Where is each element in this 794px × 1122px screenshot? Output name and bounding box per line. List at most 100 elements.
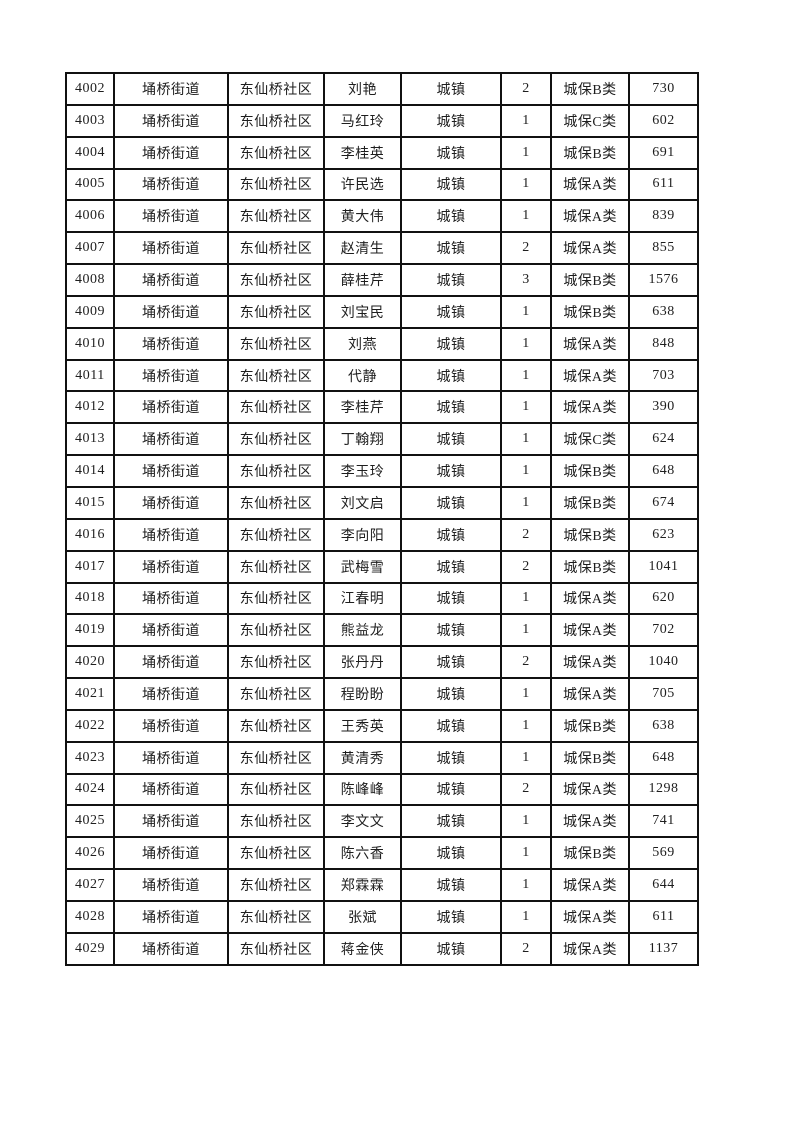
cell-name: 赵清生 <box>323 231 402 266</box>
cell-serial-number: 4020 <box>65 645 115 680</box>
table-row: 4011 埇桥街道 东仙桥社区 代静 城镇 1 城保A类 703 <box>65 358 699 393</box>
cell-household-type: 城镇 <box>400 772 502 807</box>
cell-person-count: 1 <box>500 485 552 520</box>
cell-insurance-category: 城保A类 <box>550 868 630 902</box>
cell-person-count: 2 <box>500 517 552 552</box>
cell-street: 埇桥街道 <box>113 103 229 138</box>
cell-name: 代静 <box>323 358 402 393</box>
cell-name: 张丹丹 <box>323 645 402 680</box>
cell-amount: 648 <box>628 454 699 488</box>
cell-insurance-category: 城保A类 <box>550 677 630 711</box>
cell-amount: 702 <box>628 613 699 648</box>
cell-household-type: 城镇 <box>400 72 502 106</box>
cell-community: 东仙桥社区 <box>227 358 325 393</box>
cell-person-count: 1 <box>500 199 552 234</box>
cell-household-type: 城镇 <box>400 135 502 170</box>
cell-person-count: 1 <box>500 868 552 902</box>
cell-household-type: 城镇 <box>400 199 502 234</box>
table-row: 4022 埇桥街道 东仙桥社区 王秀英 城镇 1 城保B类 638 <box>65 708 699 743</box>
table-row: 4024 埇桥街道 东仙桥社区 陈峰峰 城镇 2 城保A类 1298 <box>65 772 699 807</box>
cell-community: 东仙桥社区 <box>227 390 325 425</box>
cell-community: 东仙桥社区 <box>227 263 325 297</box>
cell-household-type: 城镇 <box>400 517 502 552</box>
cell-amount: 624 <box>628 422 699 457</box>
cell-amount: 620 <box>628 581 699 616</box>
cell-person-count: 1 <box>500 581 552 616</box>
cell-person-count: 2 <box>500 645 552 680</box>
cell-household-type: 城镇 <box>400 263 502 297</box>
cell-community: 东仙桥社区 <box>227 549 325 584</box>
cell-name: 许民选 <box>323 167 402 202</box>
cell-household-type: 城镇 <box>400 868 502 902</box>
table-row: 4008 埇桥街道 东仙桥社区 薛桂芹 城镇 3 城保B类 1576 <box>65 263 699 297</box>
table-row: 4005 埇桥街道 东仙桥社区 许民选 城镇 1 城保A类 611 <box>65 167 699 202</box>
cell-serial-number: 4024 <box>65 772 115 807</box>
cell-amount: 703 <box>628 358 699 393</box>
cell-street: 埇桥街道 <box>113 199 229 234</box>
cell-name: 王秀英 <box>323 708 402 743</box>
cell-amount: 839 <box>628 199 699 234</box>
cell-street: 埇桥街道 <box>113 931 229 966</box>
cell-street: 埇桥街道 <box>113 804 229 839</box>
cell-amount: 1137 <box>628 931 699 966</box>
cell-street: 埇桥街道 <box>113 899 229 934</box>
cell-household-type: 城镇 <box>400 103 502 138</box>
cell-household-type: 城镇 <box>400 836 502 871</box>
table-row: 4003 埇桥街道 东仙桥社区 马红玲 城镇 1 城保C类 602 <box>65 103 699 138</box>
cell-household-type: 城镇 <box>400 358 502 393</box>
cell-name: 张斌 <box>323 899 402 934</box>
cell-name: 李文文 <box>323 804 402 839</box>
cell-community: 东仙桥社区 <box>227 740 325 775</box>
cell-street: 埇桥街道 <box>113 772 229 807</box>
cell-insurance-category: 城保B类 <box>550 72 630 106</box>
cell-community: 东仙桥社区 <box>227 326 325 361</box>
cell-serial-number: 4021 <box>65 677 115 711</box>
cell-street: 埇桥街道 <box>113 358 229 393</box>
cell-serial-number: 4014 <box>65 454 115 488</box>
cell-insurance-category: 城保A类 <box>550 613 630 648</box>
cell-serial-number: 4005 <box>65 167 115 202</box>
cell-name: 丁翰翔 <box>323 422 402 457</box>
cell-name: 黄大伟 <box>323 199 402 234</box>
cell-community: 东仙桥社区 <box>227 804 325 839</box>
cell-insurance-category: 城保B类 <box>550 485 630 520</box>
cell-street: 埇桥街道 <box>113 868 229 902</box>
cell-person-count: 2 <box>500 549 552 584</box>
table-row: 4009 埇桥街道 东仙桥社区 刘宝民 城镇 1 城保B类 638 <box>65 294 699 329</box>
cell-street: 埇桥街道 <box>113 135 229 170</box>
cell-person-count: 1 <box>500 613 552 648</box>
cell-insurance-category: 城保B类 <box>550 549 630 584</box>
cell-street: 埇桥街道 <box>113 263 229 297</box>
table-row: 4019 埇桥街道 东仙桥社区 熊益龙 城镇 1 城保A类 702 <box>65 613 699 648</box>
cell-household-type: 城镇 <box>400 231 502 266</box>
table-row: 4028 埇桥街道 东仙桥社区 张斌 城镇 1 城保A类 611 <box>65 899 699 934</box>
cell-person-count: 2 <box>500 72 552 106</box>
cell-household-type: 城镇 <box>400 167 502 202</box>
cell-serial-number: 4008 <box>65 263 115 297</box>
table-row: 4004 埇桥街道 东仙桥社区 李桂英 城镇 1 城保B类 691 <box>65 135 699 170</box>
cell-person-count: 1 <box>500 899 552 934</box>
cell-street: 埇桥街道 <box>113 677 229 711</box>
cell-amount: 705 <box>628 677 699 711</box>
table-row: 4002 埇桥街道 东仙桥社区 刘艳 城镇 2 城保B类 730 <box>65 72 699 106</box>
cell-name: 刘燕 <box>323 326 402 361</box>
cell-community: 东仙桥社区 <box>227 708 325 743</box>
cell-street: 埇桥街道 <box>113 740 229 775</box>
cell-name: 江春明 <box>323 581 402 616</box>
table-row: 4023 埇桥街道 东仙桥社区 黄清秀 城镇 1 城保B类 648 <box>65 740 699 775</box>
cell-amount: 569 <box>628 836 699 871</box>
table-row: 4010 埇桥街道 东仙桥社区 刘燕 城镇 1 城保A类 848 <box>65 326 699 361</box>
table-row: 4029 埇桥街道 东仙桥社区 蒋金侠 城镇 2 城保A类 1137 <box>65 931 699 966</box>
cell-amount: 1576 <box>628 263 699 297</box>
cell-community: 东仙桥社区 <box>227 454 325 488</box>
cell-household-type: 城镇 <box>400 931 502 966</box>
cell-street: 埇桥街道 <box>113 708 229 743</box>
cell-person-count: 1 <box>500 677 552 711</box>
cell-amount: 644 <box>628 868 699 902</box>
cell-insurance-category: 城保A类 <box>550 390 630 425</box>
cell-name: 郑霖霖 <box>323 868 402 902</box>
cell-name: 熊益龙 <box>323 613 402 648</box>
cell-serial-number: 4017 <box>65 549 115 584</box>
cell-household-type: 城镇 <box>400 804 502 839</box>
cell-community: 东仙桥社区 <box>227 581 325 616</box>
